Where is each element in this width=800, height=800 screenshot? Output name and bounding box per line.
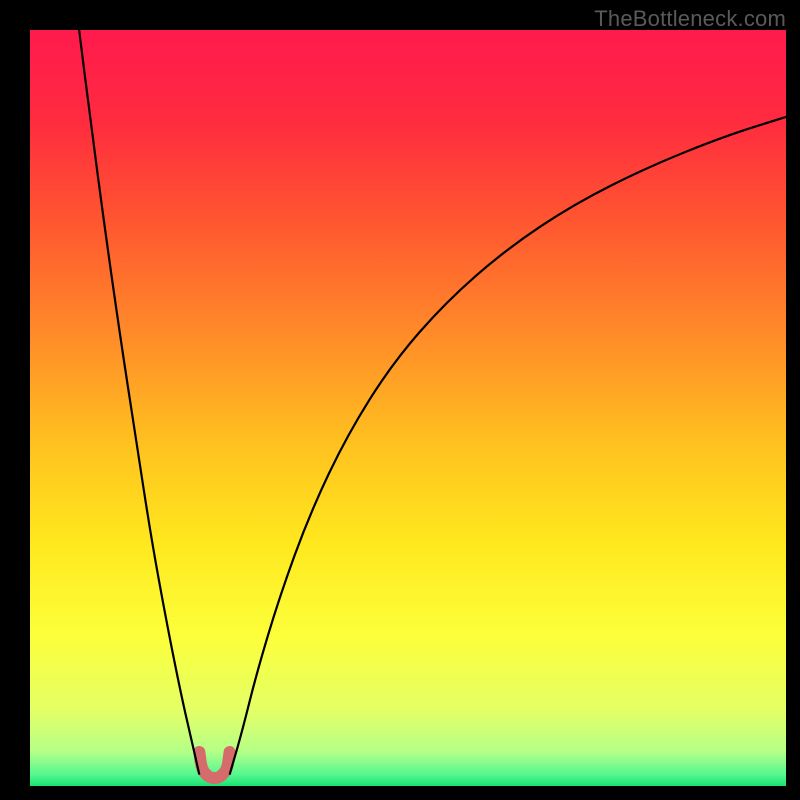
chart-background — [30, 30, 786, 786]
watermark-text: TheBottleneck.com — [594, 6, 786, 32]
bottleneck-chart — [0, 0, 800, 800]
chart-frame: TheBottleneck.com — [0, 0, 800, 800]
